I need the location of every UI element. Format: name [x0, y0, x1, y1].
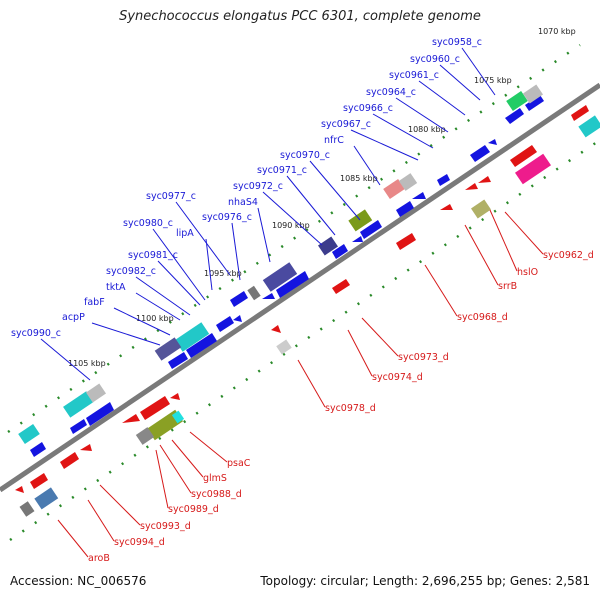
tick-label: 1075 kbp: [474, 76, 512, 85]
reverse-gene-arrows: [15, 105, 589, 493]
reverse-gene-boxes: [19, 115, 600, 517]
forward-gene-arrows: [30, 95, 544, 457]
reverse-leader-line: [171, 439, 204, 478]
forward-leader-line: [418, 80, 466, 116]
accession-text: Accession: NC_006576: [10, 574, 147, 588]
forward-leader-line: [257, 207, 271, 263]
reverse-leader-line: [159, 444, 192, 494]
tick-label: 1080 kbp: [408, 125, 446, 134]
forward-leader-line: [395, 97, 449, 133]
forward-leader-line: [205, 238, 213, 291]
label-leader-lines: [40, 47, 544, 558]
reverse-gene-label[interactable]: syc0962_d: [543, 250, 594, 261]
tick-label: 1100 kbp: [136, 314, 174, 323]
reverse-gene-label[interactable]: syc0978_d: [325, 403, 376, 414]
forward-gene-label[interactable]: syc0977_c: [146, 191, 196, 202]
forward-leader-line: [152, 228, 206, 301]
reverse-leader-line: [99, 484, 141, 526]
reverse-leader-line: [361, 317, 399, 357]
inner-dotted-track: [9, 138, 600, 542]
forward-gene-label[interactable]: syc0967_c: [321, 119, 371, 130]
forward-leader-line: [372, 113, 434, 149]
forward-leader-line: [439, 64, 481, 101]
genome-summary-text: Topology: circular; Length: 2,696,255 bp…: [260, 574, 590, 588]
reverse-gene-label[interactable]: psaC: [227, 458, 251, 469]
kbp-ticks: 1070 kbp 1075 kbp 1080 kbp 1085 kbp 1090 kbp…: [68, 27, 576, 368]
forward-gene-label[interactable]: syc0976_c: [202, 212, 252, 223]
forward-leader-line: [175, 201, 231, 276]
map-title: Synechococcus elongatus PCC 6301, comple…: [119, 9, 481, 24]
reverse-gene-label[interactable]: syc0968_d: [457, 312, 508, 323]
forward-gene-label[interactable]: syc0982_c: [106, 266, 156, 277]
reverse-leader-line: [57, 519, 89, 558]
reverse-leader-line: [504, 211, 544, 255]
reverse-leader-line: [347, 329, 373, 377]
reverse-gene-label[interactable]: aroB: [88, 553, 110, 564]
forward-gene-label[interactable]: lipA: [176, 228, 194, 239]
reverse-leader-line: [489, 209, 518, 272]
forward-gene-label[interactable]: nhaS4: [228, 197, 258, 208]
forward-leader-line: [135, 276, 191, 316]
gene-labels: syc0958_c syc0960_c syc0961_c syc0964_c syc0…: [11, 37, 594, 564]
tick-label: 1070 kbp: [538, 27, 576, 36]
forward-leader-line: [286, 175, 336, 236]
forward-gene-boxes: [18, 84, 543, 445]
outer-dotted-track: [7, 43, 581, 434]
reverse-gene-label[interactable]: syc0988_d: [191, 489, 242, 500]
forward-gene-label[interactable]: nfrC: [324, 135, 344, 146]
reverse-leader-line: [189, 431, 228, 463]
forward-gene-label[interactable]: fabF: [84, 297, 105, 308]
forward-gene-label[interactable]: syc0981_c: [128, 250, 178, 261]
forward-leader-line: [157, 260, 201, 306]
reverse-gene-label[interactable]: srrB: [498, 281, 517, 292]
forward-leader-line: [40, 338, 91, 381]
forward-leader-line: [309, 160, 361, 221]
reverse-gene-label[interactable]: syc0994_d: [114, 537, 165, 548]
forward-leader-line: [231, 222, 241, 281]
forward-gene-label[interactable]: syc0964_c: [366, 87, 416, 98]
tick-label: 1090 kbp: [272, 221, 310, 230]
genome-backbone: [0, 82, 600, 493]
reverse-gene-label[interactable]: syc0973_d: [398, 352, 449, 363]
reverse-leader-line: [297, 359, 326, 408]
tick-label: 1095 kbp: [204, 269, 242, 278]
forward-leader-line: [262, 191, 323, 246]
forward-gene-label[interactable]: syc0980_c: [123, 218, 173, 229]
reverse-gene-label[interactable]: syc0974_d: [372, 372, 423, 383]
forward-leader-line: [135, 292, 181, 321]
forward-gene-label[interactable]: acpP: [62, 312, 85, 323]
reverse-gene-label[interactable]: glmS: [203, 473, 227, 484]
forward-gene-label[interactable]: syc0972_c: [233, 181, 283, 192]
gene-features: [15, 84, 600, 517]
forward-leader-line: [113, 307, 171, 336]
forward-leader-line: [91, 322, 161, 346]
reverse-leader-line: [155, 449, 169, 509]
reverse-gene-label[interactable]: syc0989_d: [168, 504, 219, 515]
reverse-leader-line: [464, 224, 499, 286]
forward-gene-label[interactable]: syc0970_c: [280, 150, 330, 161]
forward-leader-line: [350, 129, 419, 161]
tick-label: 1105 kbp: [68, 359, 106, 368]
forward-gene-label[interactable]: tktA: [106, 282, 126, 293]
forward-gene-label[interactable]: syc0966_c: [343, 103, 393, 114]
reverse-leader-line: [87, 499, 115, 542]
forward-leader-line: [461, 47, 496, 96]
reverse-leader-line: [424, 264, 458, 317]
forward-gene-label[interactable]: syc0990_c: [11, 328, 61, 339]
forward-gene-label[interactable]: syc0971_c: [257, 165, 307, 176]
forward-gene-label[interactable]: syc0960_c: [410, 54, 460, 65]
reverse-gene-label[interactable]: syc0993_d: [140, 521, 191, 532]
tick-label: 1085 kbp: [340, 174, 378, 183]
forward-gene-label[interactable]: syc0958_c: [432, 37, 482, 48]
forward-leader-line: [353, 145, 381, 186]
reverse-gene-label[interactable]: hslO: [517, 267, 538, 278]
forward-gene-label[interactable]: syc0961_c: [389, 70, 439, 81]
